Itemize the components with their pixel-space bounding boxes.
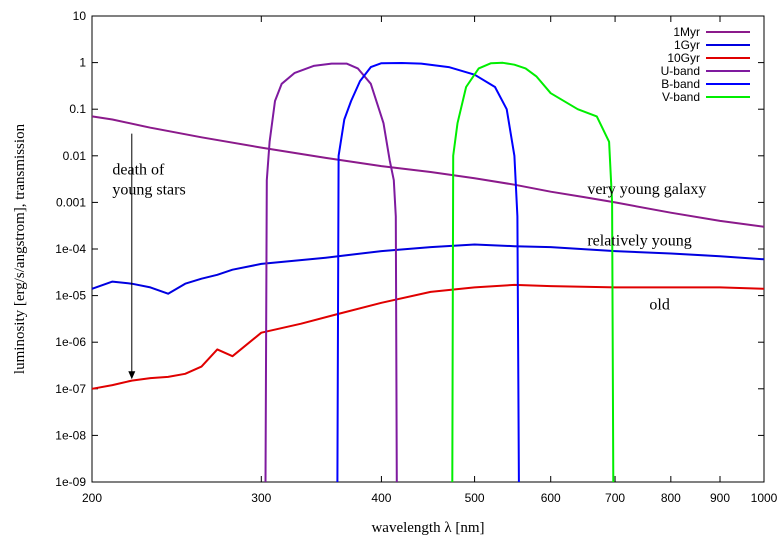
legend-label: 10Gyr — [667, 51, 700, 65]
annotation-text: very young galaxy — [587, 181, 706, 198]
annotation-text: death of — [112, 161, 165, 178]
y-tick-label: 1 — [79, 56, 86, 70]
y-tick-label: 1e-07 — [55, 382, 86, 396]
x-axis-title: wavelength λ [nm] — [371, 520, 484, 536]
y-tick-label: 0.1 — [69, 102, 86, 116]
legend-label: U-band — [661, 64, 700, 78]
x-tick-label: 600 — [541, 491, 561, 505]
annotations: death of young stars very young galaxy rela… — [112, 133, 706, 380]
y-axis-ticks: 1e-09 1e-08 1e-07 1e-06 1e-05 1e-04 0.001 0.01 0… — [55, 9, 764, 489]
x-tick-label: 300 — [251, 491, 271, 505]
y-tick-label: 1e-06 — [55, 335, 86, 349]
y-axis-title: luminosity [erg/s/angstrom], transmissio… — [12, 123, 28, 374]
series-line-b-band — [336, 62, 520, 483]
y-tick-label: 0.01 — [63, 149, 87, 163]
x-tick-label: 900 — [710, 491, 730, 505]
y-tick-label: 1e-05 — [55, 289, 86, 303]
annotation-text: young stars — [112, 181, 185, 198]
y-tick-label: 1e-04 — [55, 242, 86, 256]
series-line-v-band — [451, 61, 615, 483]
y-tick-label: 1e-09 — [55, 475, 86, 489]
series-line-1myr — [91, 115, 765, 228]
y-tick-label: 10 — [73, 9, 87, 23]
series-lines — [91, 61, 765, 483]
legend-label: B-band — [661, 77, 700, 91]
x-tick-label: 400 — [371, 491, 391, 505]
series-line-u-band — [264, 62, 398, 483]
legend-label: V-band — [662, 90, 700, 104]
x-tick-label: 1000 — [751, 491, 778, 505]
x-tick-label: 700 — [605, 491, 625, 505]
y-tick-label: 1e-08 — [55, 428, 86, 442]
legend-label: 1Gyr — [674, 38, 700, 52]
legend-label: 1Myr — [673, 25, 700, 39]
series-line-10gyr — [91, 283, 765, 390]
series-line-1gyr — [91, 243, 765, 295]
x-tick-label: 800 — [661, 491, 681, 505]
arrow-head — [128, 371, 136, 380]
y-tick-label: 0.001 — [56, 195, 86, 209]
x-tick-label: 200 — [82, 491, 102, 505]
annotation-text: relatively young — [587, 232, 691, 249]
x-tick-label: 500 — [465, 491, 485, 505]
x-axis-ticks: 200 300 400 500 600 700 800 900 1000 — [82, 16, 778, 505]
annotation-text: old — [649, 297, 669, 314]
